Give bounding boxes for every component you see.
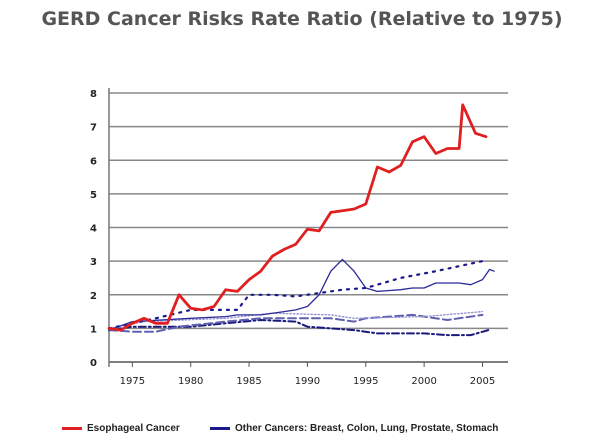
legend-swatch-red [62,427,82,430]
x-tick-label: 1975 [120,376,145,387]
x-tick-label: 1985 [236,376,261,387]
y-tick-label: 7 [90,123,97,134]
chart-title: GERD Cancer Risks Rate Ratio (Relative t… [41,8,563,30]
series-line-solid [108,258,495,331]
y-tick-label: 6 [90,156,97,167]
y-tick-label: 3 [90,257,97,268]
series-line-dashed [108,313,484,333]
legend-label: Other Cancers: Breast, Colon, Lung, Pros… [235,423,499,434]
x-tick-label: 1990 [295,376,320,387]
legend-swatch-blue [210,427,230,430]
y-tick-label: 2 [90,291,97,302]
series-line-light-dotted [108,310,484,330]
x-tick-label: 1980 [178,376,203,387]
x-tick-label: 2005 [470,376,495,387]
y-tick-label: 1 [90,324,97,335]
series-line-dotted [107,260,484,330]
legend-label: Esophageal Cancer [87,423,180,434]
series-line-dash-dot [108,319,490,337]
x-tick-label: 1995 [353,376,378,387]
x-tick-label: 2000 [411,376,436,387]
legend-item-other: Other Cancers: Breast, Colon, Lung, Pros… [210,423,498,434]
legend-item-esophageal: Esophageal Cancer [62,423,180,434]
y-tick-label: 5 [90,190,97,201]
series-line-solid-thick [107,103,488,332]
y-tick-label: 0 [90,358,97,369]
y-tick-label: 4 [90,224,97,235]
y-tick-label: 8 [90,89,97,100]
